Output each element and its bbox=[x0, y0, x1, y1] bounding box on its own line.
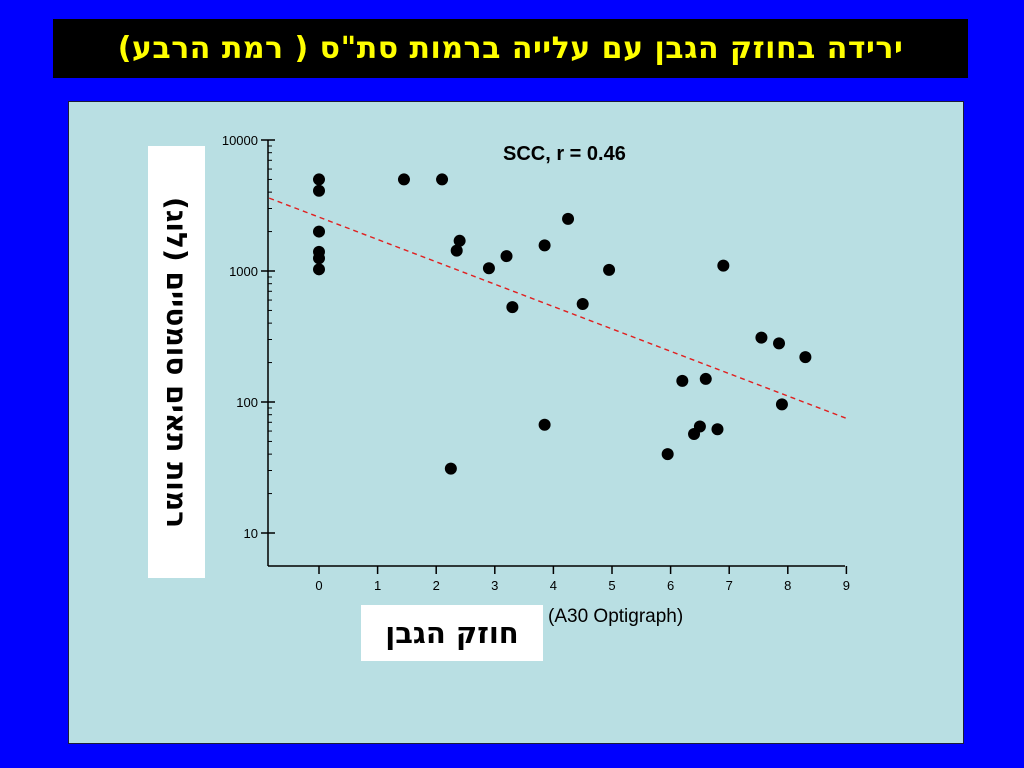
data-point bbox=[799, 351, 812, 364]
data-point bbox=[444, 462, 457, 475]
data-point bbox=[775, 398, 788, 411]
y-tick-label: 10000 bbox=[222, 133, 258, 148]
data-point bbox=[506, 301, 519, 314]
x-tick-label: 7 bbox=[726, 578, 733, 593]
data-point bbox=[538, 239, 551, 252]
data-point bbox=[711, 423, 724, 436]
data-point bbox=[450, 244, 463, 257]
x-tick-label: 1 bbox=[374, 578, 381, 593]
x-tick-label: 8 bbox=[784, 578, 791, 593]
y-tick-label: 10 bbox=[244, 526, 258, 541]
data-point bbox=[397, 173, 410, 186]
y-tick-label: 100 bbox=[236, 395, 258, 410]
data-point bbox=[313, 173, 325, 186]
data-point bbox=[313, 184, 325, 197]
x-tick-label: 4 bbox=[550, 578, 557, 593]
slide-title-bar: ירידה בחוזק הגבן עם עלייה ברמות סת"ס ( ר… bbox=[53, 19, 968, 78]
x-tick-label: 3 bbox=[491, 578, 498, 593]
data-point bbox=[773, 337, 786, 350]
y-tick-label: 1000 bbox=[229, 264, 258, 279]
data-point bbox=[755, 331, 768, 344]
correlation-annotation: SCC, r = 0.46 bbox=[503, 143, 626, 165]
data-point bbox=[717, 259, 730, 272]
x-tick-label: 6 bbox=[667, 578, 674, 593]
x-axis-label: חוזק הגבן bbox=[385, 616, 519, 650]
data-point bbox=[436, 173, 449, 186]
data-point bbox=[453, 234, 466, 247]
data-point bbox=[313, 252, 325, 265]
x-tick-label: 2 bbox=[433, 578, 440, 593]
trend-line bbox=[268, 197, 847, 420]
x-tick-label: 0 bbox=[315, 578, 322, 593]
x-axis-label-box: חוזק הגבן bbox=[361, 605, 543, 661]
data-point bbox=[676, 374, 689, 387]
data-point bbox=[313, 225, 325, 238]
slide-title: ירידה בחוזק הגבן עם עלייה ברמות סת"ס ( ר… bbox=[117, 31, 904, 66]
data-point bbox=[693, 420, 706, 433]
data-point bbox=[500, 250, 513, 263]
data-point bbox=[699, 372, 712, 385]
data-point bbox=[562, 212, 575, 225]
data-point bbox=[661, 448, 674, 461]
data-point bbox=[603, 263, 616, 276]
data-point bbox=[538, 418, 551, 431]
x-tick-label: 5 bbox=[608, 578, 615, 593]
x-tick-label: 9 bbox=[843, 578, 850, 593]
data-point bbox=[313, 263, 325, 276]
x-axis-sublabel: (A30 Optigraph) bbox=[548, 606, 684, 627]
data-point bbox=[576, 297, 589, 310]
data-point bbox=[482, 262, 495, 275]
y-axis-label-box: רמות תאים סומטיים (לוג) bbox=[148, 146, 205, 578]
